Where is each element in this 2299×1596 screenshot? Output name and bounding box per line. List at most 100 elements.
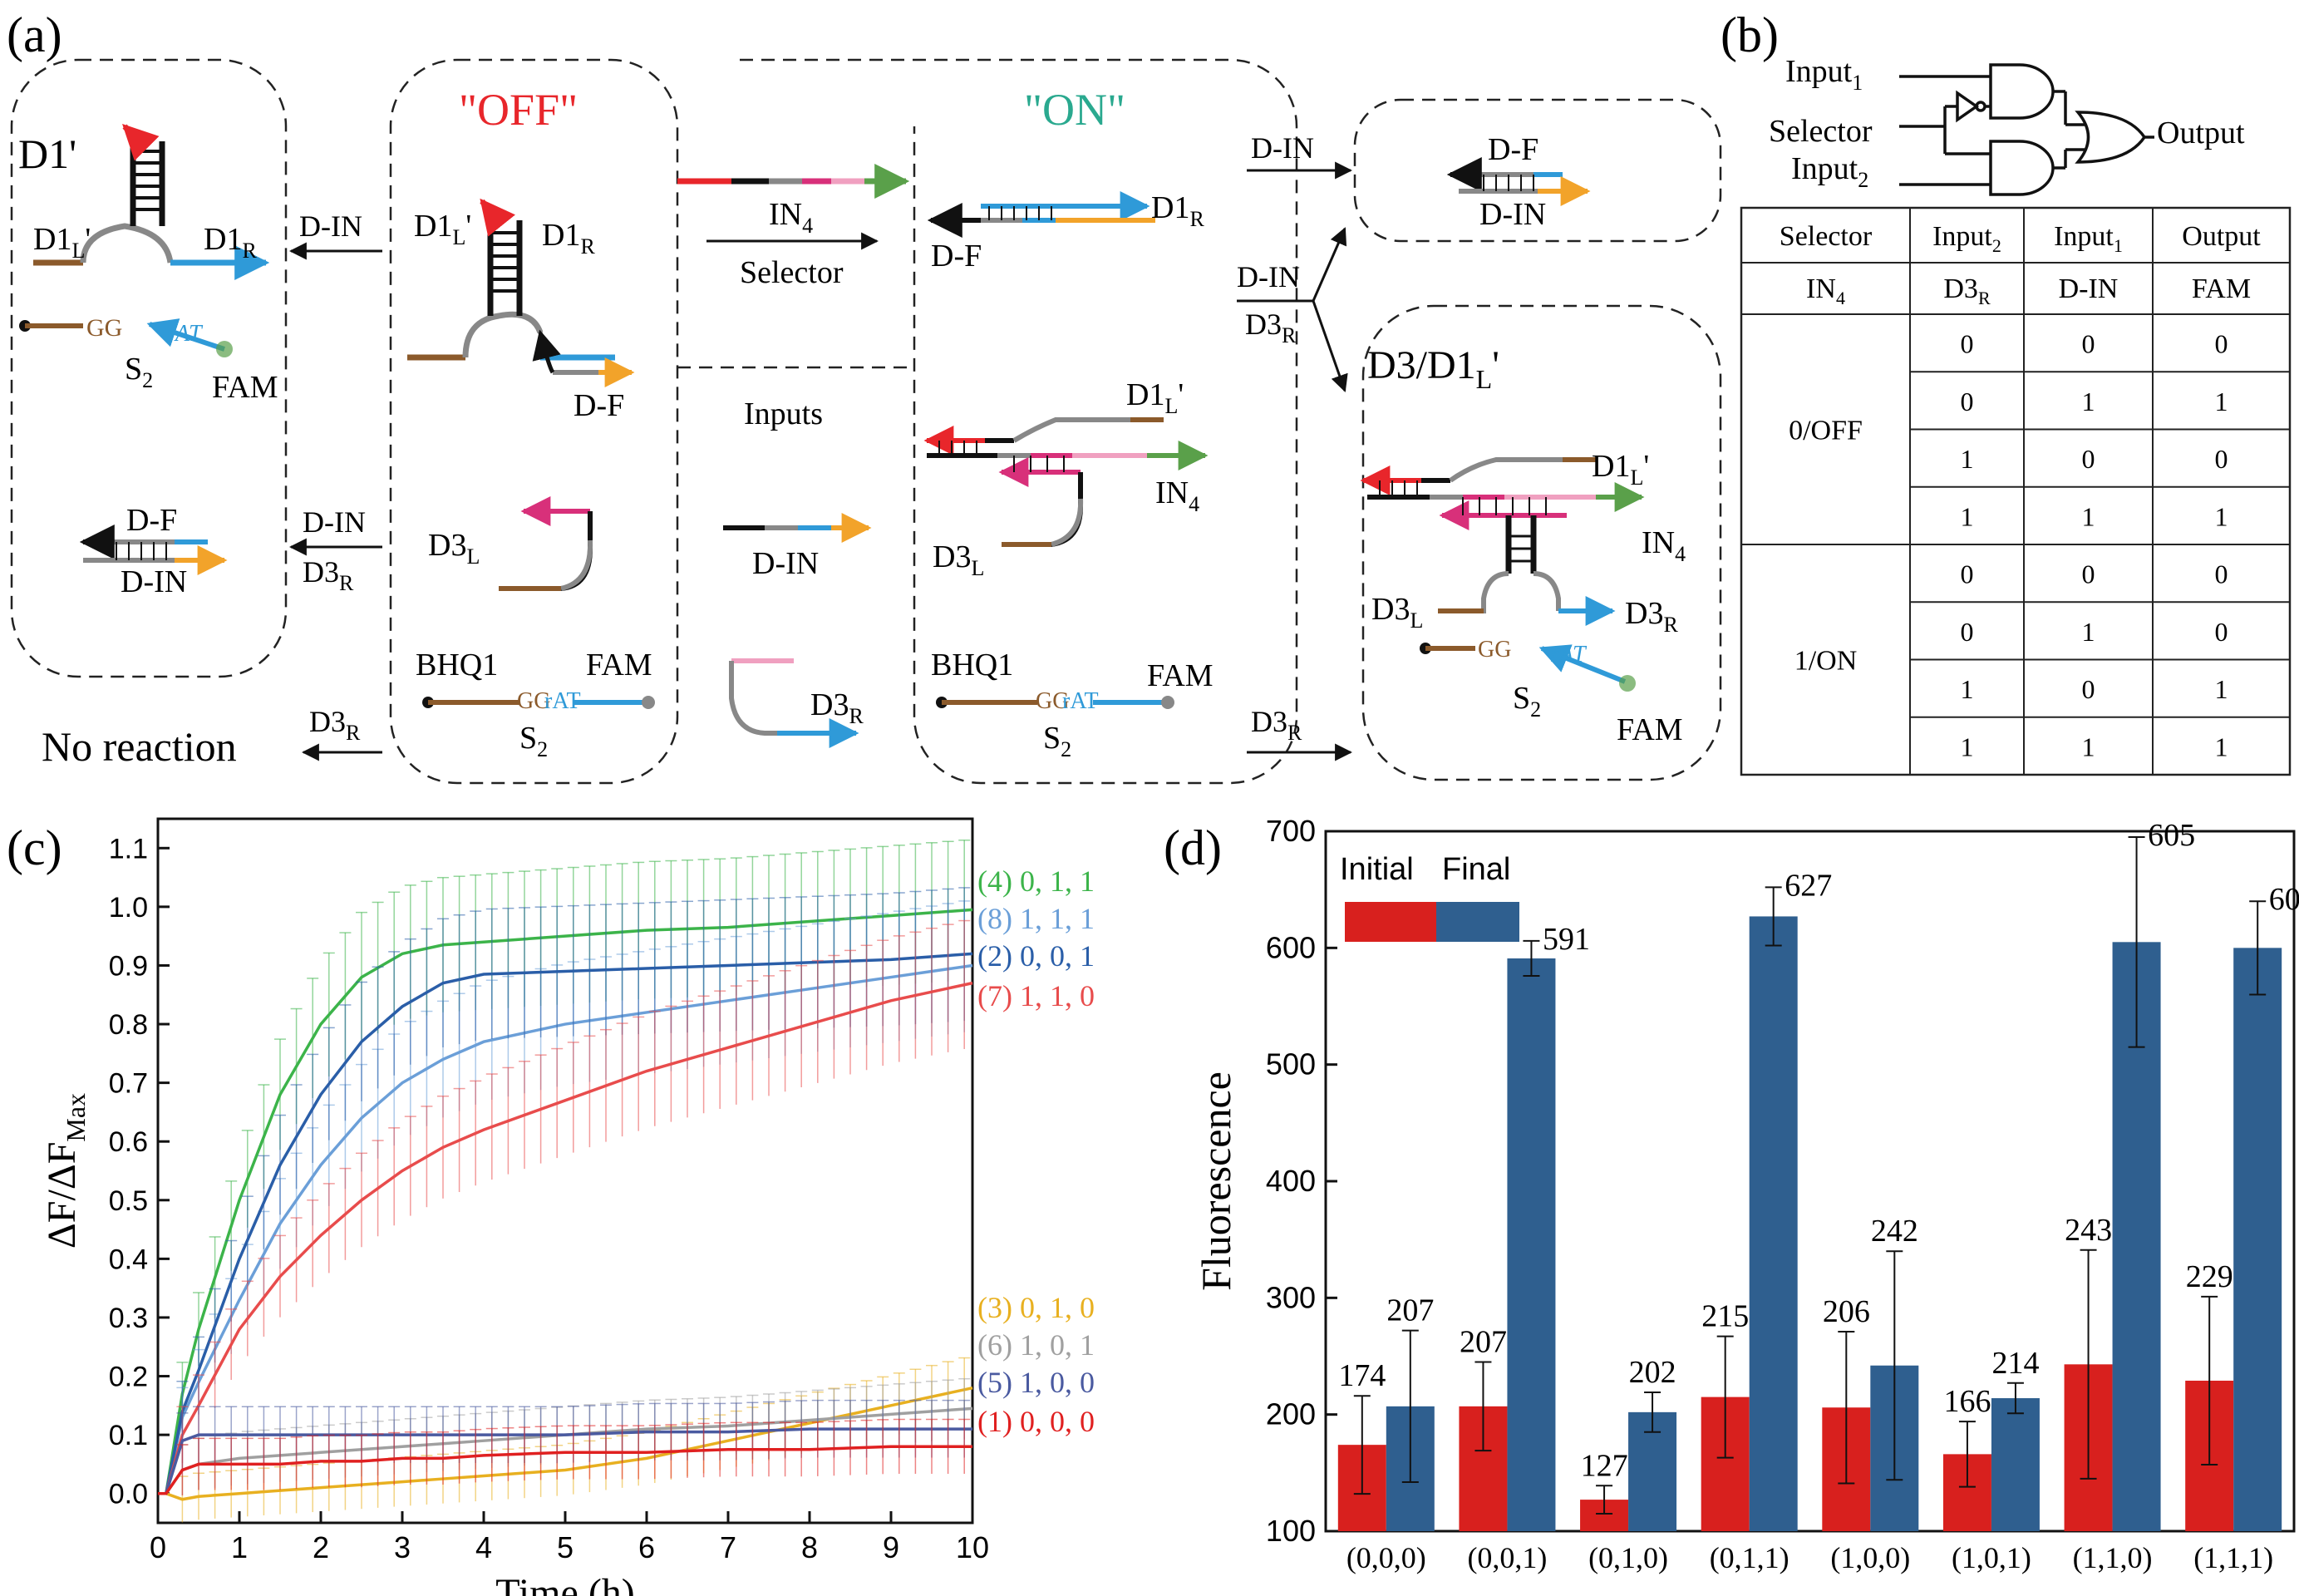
- data-label: 207: [1386, 1293, 1434, 1328]
- table-header2-cell: D3R: [1943, 273, 1991, 308]
- table-cell: 0: [2082, 559, 2095, 589]
- y-tick-label: 0.7: [109, 1068, 148, 1100]
- series-label: (3) 0, 1, 0: [977, 1291, 1095, 1324]
- d1-title: D1': [18, 131, 76, 177]
- d1l-label: D1L': [33, 222, 91, 263]
- x-tick-label: (0,0,0): [1346, 1541, 1426, 1574]
- panel-c-label: (c): [7, 820, 62, 875]
- x-tick-label: (1,0,0): [1830, 1541, 1910, 1574]
- mid-din-label: D-IN: [752, 546, 819, 581]
- table-cell: 1: [1961, 501, 1974, 531]
- rat-label-1: rAT: [166, 321, 204, 347]
- off-df-label: D-F: [574, 388, 624, 423]
- table-header-sub: 1: [2114, 235, 2123, 256]
- table-cell: 0: [1961, 387, 1974, 416]
- table-cell: 1: [2082, 501, 2095, 531]
- series-label: (1) 0, 0, 0: [977, 1405, 1095, 1438]
- table-header2-text: D3: [1943, 273, 1978, 304]
- data-label: 229: [2186, 1259, 2233, 1294]
- y-axis-label-main: ΔF/ΔF: [40, 1142, 84, 1249]
- table-header2-text: FAM: [2192, 273, 2251, 304]
- off-bhq1-label: BHQ1: [416, 648, 498, 682]
- table-header-text: Input: [2054, 221, 2114, 252]
- not-gate: [1956, 90, 1980, 123]
- panel-c: (c) 0 1 2 3 4 5 6 7 8 9 10 0.0 0.1 0.2 0.3 0.4 0.5 0.6 0.7…: [7, 817, 1095, 1596]
- off-gg-label: GG: [517, 688, 550, 714]
- panel-d: (d) 100 200 300 400 500 600 700 Fluorescence 174…: [1164, 814, 2299, 1574]
- d3d1-s2-label: S2: [1513, 681, 1541, 722]
- s2-label-1: S2: [125, 352, 153, 392]
- y-tick-label: 0.9: [109, 950, 148, 982]
- box-d3d1: [1361, 304, 1722, 781]
- inputs-label: Inputs: [744, 397, 823, 431]
- y-tick-label: 700: [1266, 814, 1316, 848]
- arrow-d3r-2-label: D3R: [309, 705, 361, 745]
- din-label-1: D-IN: [121, 564, 187, 599]
- table-cell: 0: [1961, 617, 1974, 647]
- y-axis-label: ΔF/ΔFMax: [40, 1093, 91, 1249]
- x-tick-label: 0: [150, 1530, 166, 1564]
- table-header2-cell: D-IN: [2059, 273, 2119, 304]
- box-off: [389, 58, 679, 785]
- d1r-label: D1R: [204, 222, 257, 263]
- d3d1-d3r-label: D3R: [1625, 596, 1678, 637]
- table-header-cell: Input1: [2054, 221, 2123, 256]
- bar-group: 243 605: [2064, 818, 2195, 1531]
- bar-group: 215 627: [1701, 868, 1832, 1531]
- table-cell: 0: [2082, 674, 2095, 704]
- legend: Initial Final: [1340, 852, 1519, 942]
- series-label: (7) 1, 1, 0: [977, 979, 1095, 1012]
- or-gate: [2075, 111, 2147, 164]
- arrow-d3r-1-label: D3R: [303, 555, 354, 595]
- off-s2: [422, 696, 655, 709]
- din-label-2: D-IN: [1479, 197, 1546, 232]
- table-cell: 0: [2082, 444, 2095, 474]
- on-d1l-label: D1L': [1126, 377, 1184, 418]
- data-label: 166: [1943, 1384, 1991, 1419]
- on-rat-label: rAT: [1062, 688, 1099, 714]
- series-group: [158, 919, 973, 1495]
- table-cell: 0: [1961, 559, 1974, 589]
- data-label: 174: [1338, 1358, 1386, 1393]
- table-header-cell: Output: [2182, 221, 2261, 252]
- table-header2-cell: FAM: [2192, 273, 2251, 304]
- df-label-2: D-F: [1488, 132, 1538, 167]
- y-tick-label: 0.4: [109, 1244, 148, 1275]
- arrow-din-1-label: D-IN: [299, 209, 362, 243]
- d3d1-title: D3/D1L': [1367, 343, 1499, 394]
- table-header-cell: Selector: [1780, 221, 1873, 252]
- bar-final: [1991, 1398, 2040, 1531]
- d3r-strand: [729, 658, 859, 748]
- table-cell: 1: [1961, 732, 1974, 761]
- gate-output-label: Output: [2157, 116, 2245, 150]
- data-label: 242: [1871, 1214, 1918, 1249]
- legend-label: Final: [1442, 852, 1510, 887]
- fam-label-1: FAM: [212, 370, 278, 405]
- on-df-d1r: [927, 191, 1155, 238]
- legend-swatch-initial: [1345, 902, 1436, 942]
- x-tick-label: 5: [557, 1530, 574, 1564]
- panel-b: (b) Input1 Selector Input2 Output Select…: [1721, 7, 2292, 776]
- series-line: [158, 952, 973, 1495]
- table-cell: 0: [1961, 329, 1974, 359]
- table-cell: 0: [2215, 617, 2228, 647]
- y-tick-label: 0.8: [109, 1009, 148, 1041]
- mux-circuit: [1899, 63, 2154, 196]
- and-gate-2: [1989, 140, 2055, 196]
- y-tick-label: 0.3: [109, 1303, 148, 1334]
- arrow-din-right-label: D-IN: [1251, 131, 1314, 165]
- off-s2-label: S2: [519, 721, 548, 761]
- table-group-label: 1/ON: [1794, 646, 1858, 677]
- legend-swatch-final: [1436, 902, 1519, 942]
- table-header2-text: IN: [1806, 273, 1836, 304]
- x-tick-label: 7: [720, 1530, 736, 1564]
- x-tick-label: (1,0,1): [1952, 1541, 2031, 1574]
- gg-label-1: GG: [86, 314, 122, 342]
- on-s2-label: S2: [1043, 721, 1071, 761]
- on-in4-label: IN4: [1155, 475, 1199, 516]
- data-label: 591: [1543, 922, 1590, 957]
- dfdin-duplex-2: [1446, 157, 1591, 206]
- arrow-din-2-label: D-IN: [303, 505, 366, 539]
- series-label: (4) 0, 1, 1: [977, 864, 1095, 898]
